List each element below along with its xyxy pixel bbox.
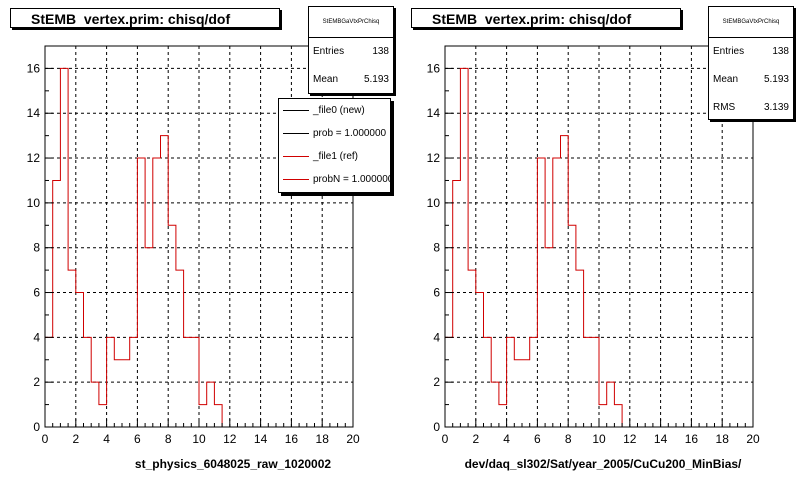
plot0-x-tick-label-3: 6 xyxy=(134,432,141,446)
plot1-x-tick-label-8: 16 xyxy=(685,432,699,446)
plot1-y-tick-label-7: 14 xyxy=(427,106,441,120)
plot1-y-tick-label-5: 10 xyxy=(427,196,441,210)
plot0-y-tick-label-2: 4 xyxy=(33,330,40,344)
plot0-y-tick-label-6: 12 xyxy=(27,151,41,165)
left-stats-box: StEMBGaVtxPrChisq Entries 138 Mean 5.193 xyxy=(308,6,394,94)
left-stats-header: StEMBGaVtxPrChisq xyxy=(309,7,393,38)
plot0-y-tick-label-3: 6 xyxy=(33,286,40,300)
legend-label-probn: probN = 1.000000 xyxy=(313,174,391,185)
legend-label-file1: _file1 (ref) xyxy=(313,151,359,162)
plot1-x-tick-label-4: 8 xyxy=(565,432,572,446)
plot0-x-tick-label-1: 2 xyxy=(72,432,79,446)
plot1-x-tick-label-10: 20 xyxy=(746,432,760,446)
right-stats-box: StEMBGaVtxPrChisq Entries 138 Mean 5.193… xyxy=(708,6,794,120)
right-stats-rms-value: 3.139 xyxy=(763,102,789,113)
plot0-y-tick-label-8: 16 xyxy=(27,61,41,75)
right-stats-mean-label: Mean xyxy=(713,74,739,85)
right-histogram-plot: 0 2 4 6 8 10 12 14 16 18 20 0 2 4 6 8 10 12 14 16 dev/daq_sl… xyxy=(427,45,760,471)
legend-swatch-probn xyxy=(283,179,309,180)
plot1-y-tick-label-8: 16 xyxy=(427,61,441,75)
plot1-y-tick-label-0: 0 xyxy=(433,420,440,434)
left-chart-title: StEMB vertex.prim: chisq/dof xyxy=(10,8,280,28)
legend-swatch-prob xyxy=(283,133,309,134)
left-legend: _file0 (new) prob = 1.000000 _file1 (ref… xyxy=(278,98,391,193)
legend-entry-probn: probN = 1.000000 xyxy=(279,168,390,191)
legend-entry-prob: prob = 1.000000 xyxy=(279,122,390,145)
left-stats-mean-value: 5.193 xyxy=(363,74,389,85)
legend-entry-file1: _file1 (ref) xyxy=(279,145,390,168)
plot0-x-tick-label-7: 14 xyxy=(254,432,268,446)
right-stats-entries-value: 138 xyxy=(772,46,789,57)
plot0-x-tick-label-9: 18 xyxy=(316,432,330,446)
plot1-x-tick-label-2: 4 xyxy=(503,432,510,446)
left-stats-mean: Mean 5.193 xyxy=(309,66,393,94)
right-chart-title: StEMB vertex.prim: chisq/dof xyxy=(411,8,681,28)
right-stats-header: StEMBGaVtxPrChisq xyxy=(709,7,793,38)
plot1-x-tick-label-1: 2 xyxy=(472,432,479,446)
left-stats-entries-value: 138 xyxy=(372,46,389,57)
plot0-y-tick-label-4: 8 xyxy=(33,241,40,255)
plot1-x-tick-label-5: 10 xyxy=(592,432,606,446)
legend-swatch-file1 xyxy=(283,156,309,157)
right-stats-rms-label: RMS xyxy=(713,102,736,113)
plot0-x-tick-label-2: 4 xyxy=(103,432,110,446)
plot1-x-tick-label-9: 18 xyxy=(716,432,730,446)
plot0-x-tick-label-4: 8 xyxy=(165,432,172,446)
plot1-x-tick-label-3: 6 xyxy=(534,432,541,446)
plot1-y-tick-label-1: 2 xyxy=(433,375,440,389)
plot1-x-axis-label: dev/daq_sl302/Sat/year_2005/CuCu200_MinB… xyxy=(465,457,742,471)
left-stats-entries-label: Entries xyxy=(313,46,345,57)
plot0-x-tick-label-0: 0 xyxy=(42,432,49,446)
legend-swatch-file0 xyxy=(283,110,309,111)
right-stats-mean: Mean 5.193 xyxy=(709,66,793,94)
legend-entry-file0: _file0 (new) xyxy=(279,99,390,122)
plot0-x-axis-label: st_physics_6048025_raw_1020002 xyxy=(135,457,331,471)
plot1-y-tick-label-6: 12 xyxy=(427,151,441,165)
plot0-y-tick-label-5: 10 xyxy=(27,196,41,210)
right-stats-mean-value: 5.193 xyxy=(763,74,789,85)
plot0-x-tick-label-10: 20 xyxy=(346,432,360,446)
plot0-y-tick-label-0: 0 xyxy=(33,420,40,434)
right-stats-entries-label: Entries xyxy=(713,46,745,57)
plot1-x-tick-label-0: 0 xyxy=(442,432,449,446)
legend-label-prob: prob = 1.000000 xyxy=(313,128,387,139)
right-stats-rms: RMS 3.139 xyxy=(709,94,793,122)
plot0-x-tick-label-8: 16 xyxy=(285,432,299,446)
right-stats-entries: Entries 138 xyxy=(709,38,793,66)
plot0-x-tick-label-5: 10 xyxy=(192,432,206,446)
plot1-y-tick-label-3: 6 xyxy=(433,286,440,300)
plot1-x-tick-label-7: 14 xyxy=(654,432,668,446)
left-stats-entries: Entries 138 xyxy=(309,38,393,66)
plot1-x-tick-label-6: 12 xyxy=(623,432,637,446)
legend-label-file0: _file0 (new) xyxy=(313,105,365,116)
plot0-y-tick-label-1: 2 xyxy=(33,375,40,389)
plot0-y-tick-label-7: 14 xyxy=(27,106,41,120)
plot0-x-tick-label-6: 12 xyxy=(223,432,237,446)
left-stats-mean-label: Mean xyxy=(313,74,339,85)
plot1-y-tick-label-4: 8 xyxy=(433,241,440,255)
plot1-y-tick-label-2: 4 xyxy=(433,330,440,344)
